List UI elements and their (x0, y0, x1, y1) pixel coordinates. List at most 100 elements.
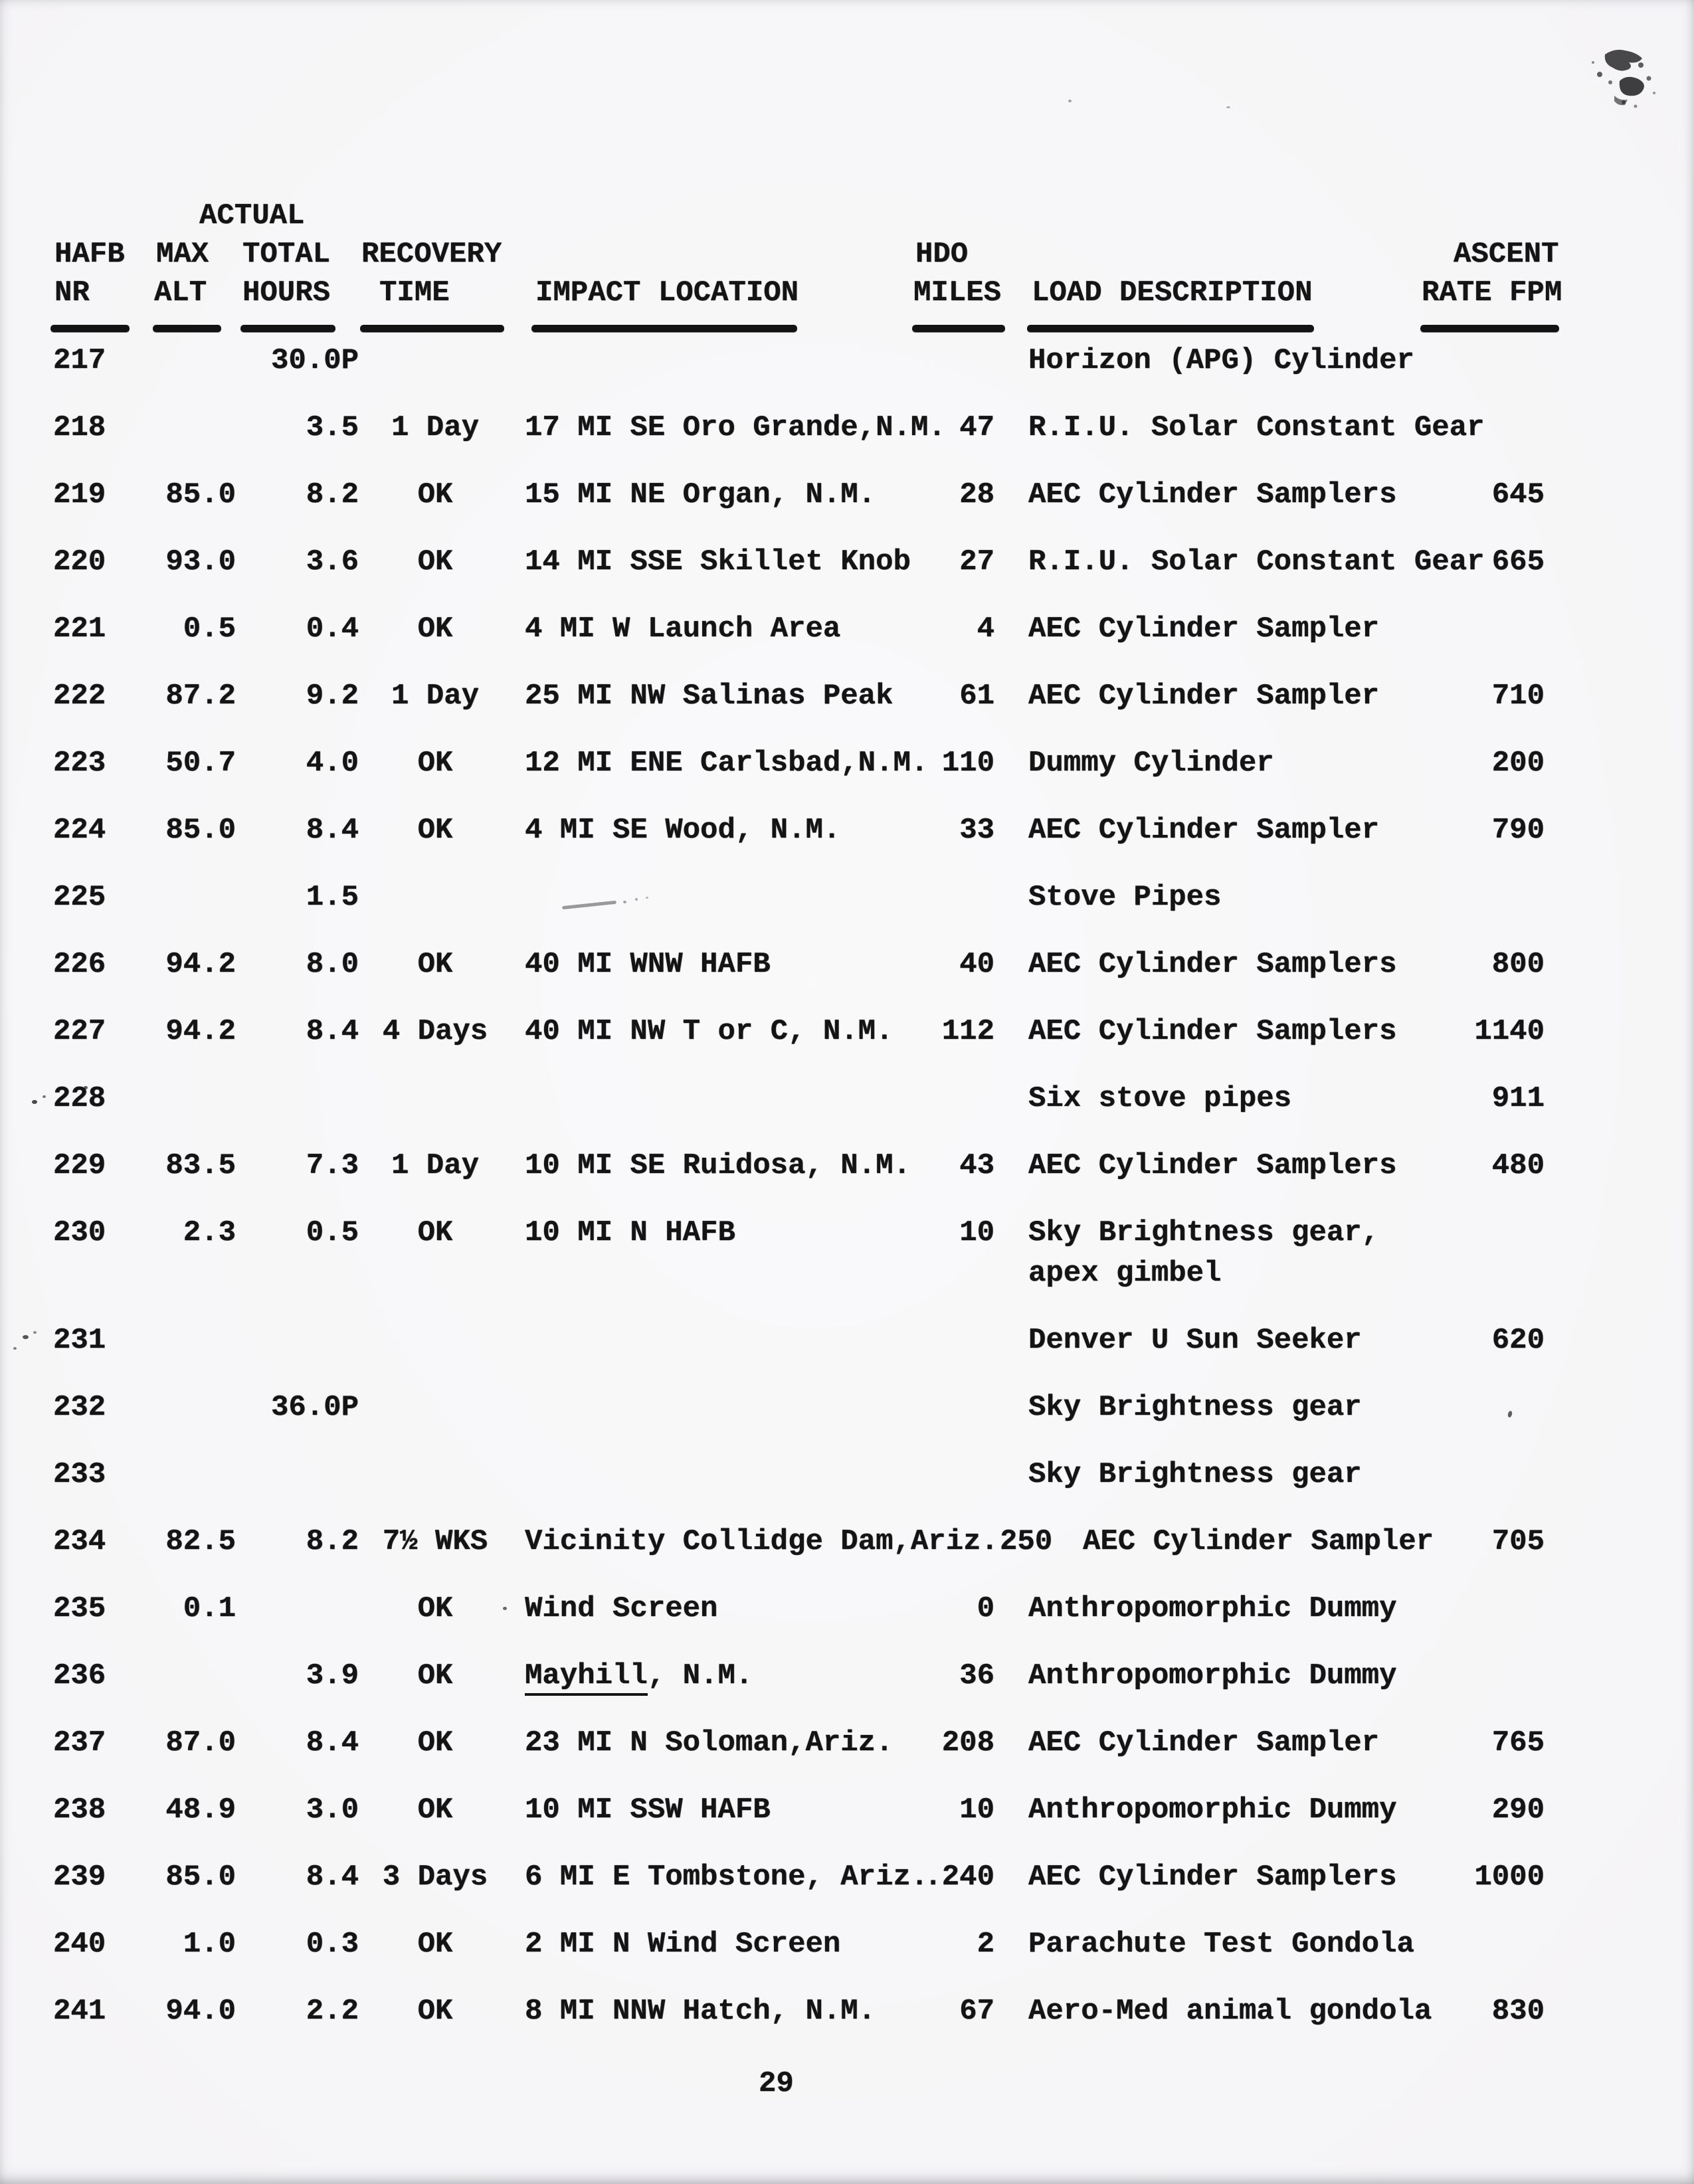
cell-total-hours: 30.0P (270, 344, 359, 377)
cell-max-alt: 93.0 (165, 545, 236, 579)
paper-speck (84, 1086, 88, 1089)
cell-load-description: R.I.U. Solar Constant Gear (1028, 411, 1485, 444)
paper-speck (32, 1100, 37, 1104)
col-header-hafb: HAFB (54, 238, 125, 271)
cell-total-hours: 4.0 (306, 747, 359, 780)
cell-load-description: AEC Cylinder Sampler (1028, 1726, 1380, 1760)
cell-total-hours: 8.2 (306, 478, 359, 511)
cell-total-hours: 9.2 (306, 680, 359, 713)
table-row: 219 85.0 8.2 OK 15 MI NE Organ, N.M. 28 AEC Cy… (0, 478, 1694, 545)
cell-total-hours: 3.0 (306, 1793, 359, 1827)
cell-hdo-miles: 36 (959, 1659, 994, 1692)
table-row: 224 85.0 8.4 OK 4 MI SE Wood, N.M. 33 AEC Cyli… (0, 814, 1694, 881)
col-header-max: MAX (156, 238, 209, 271)
cell-load-description: Sky Brightness gear (1028, 1391, 1362, 1424)
cell-hdo-miles: 43 (959, 1149, 994, 1182)
cell-max-alt: 85.0 (165, 814, 236, 847)
cell-recovery-time: OK (417, 1659, 453, 1692)
table-row: 229 83.5 7.3 1 Day 10 MI SE Ruidosa, N.M. 43 A… (0, 1149, 1694, 1216)
cell-impact-location: Mayhill, N.M. (525, 1659, 990, 1696)
table-row: 221 0.5 0.4 OK 4 MI W Launch Area 4 AEC Cylind… (0, 612, 1694, 680)
cell-max-alt: 87.2 (165, 680, 236, 713)
cell-hafb-nr: 231 (53, 1324, 106, 1357)
cell-load-description: AEC Cylinder Samplers (1028, 948, 1397, 981)
cell-total-hours: 2.2 (306, 1995, 359, 2028)
cell-load-description: AEC Cylinder Sampler (1028, 612, 1380, 646)
col-header-hours: HOURS (242, 276, 331, 310)
column-underline (1027, 325, 1314, 332)
col-header-recovery: RECOVERY (361, 238, 502, 271)
cell-load-description: AEC Cylinder Samplers (1028, 478, 1397, 511)
column-underline (240, 325, 335, 332)
flight-record-table: 217 30.0P Horizon (APG) Cylinder 218 3.5 1 Da… (0, 344, 1694, 2062)
cell-recovery-time: 7½ WKS (382, 1525, 488, 1558)
table-row: 230 2.3 0.5 OK 10 MI N HAFB 10 Sky Brightness … (0, 1216, 1694, 1324)
cell-total-hours: 3.6 (306, 545, 359, 579)
table-row: 238 48.9 3.0 OK 10 MI SSW HAFB 10 Anthropomorp… (0, 1793, 1694, 1861)
cell-recovery-time: OK (417, 612, 453, 646)
cell-impact-location: 6 MI E Tombstone, Ariz. (525, 1861, 929, 1894)
cell-recovery-time: OK (417, 478, 453, 511)
paper-speck (13, 1347, 17, 1350)
cell-max-alt: 0.1 (183, 1592, 236, 1625)
column-underline (50, 325, 130, 332)
pencil-mark (623, 901, 626, 903)
paper-speck (43, 1095, 46, 1098)
cell-load-description: AEC Cylinder Samplers (1028, 1149, 1397, 1182)
cell-recovery-time: 1 Day (391, 411, 480, 444)
cell-load-description: Anthropomorphic Dummy (1028, 1659, 1397, 1692)
cell-load-description: Six stove pipes (1028, 1082, 1292, 1115)
cell-total-hours: 0.3 (306, 1928, 359, 1961)
cell-impact-location: 4 MI W Launch Area (525, 612, 841, 646)
col-header-ascent: ASCENT (1454, 238, 1559, 271)
table-row: 237 87.0 8.4 OK 23 MI N Soloman,Ariz. 208 AEC … (0, 1726, 1694, 1793)
table-row: 223 50.7 4.0 OK 12 MI ENE Carlsbad,N.M. 110 Du… (0, 747, 1694, 814)
cell-max-alt: 50.7 (165, 747, 236, 780)
cell-hdo-miles: 47 (959, 411, 994, 444)
column-underline (153, 325, 221, 332)
cell-hafb-nr: 237 (53, 1726, 106, 1760)
cell-total-hours: 8.4 (306, 814, 359, 847)
cell-hafb-nr: 229 (53, 1149, 106, 1182)
cell-hafb-nr: 228 (53, 1082, 106, 1115)
cell-recovery-time: OK (417, 1928, 453, 1961)
cell-max-alt: 48.9 (165, 1793, 236, 1827)
cell-load-description: Dummy Cylinder (1028, 747, 1274, 780)
cell-recovery-time: OK (417, 1995, 453, 2028)
cell-hdo-miles: .240 (924, 1861, 994, 1894)
cell-ascent-rate: 480 (1491, 1149, 1545, 1182)
cell-impact-location: 10 MI N HAFB (525, 1216, 735, 1249)
cell-impact-location: 10 MI SE Ruidosa, N.M. (525, 1149, 911, 1182)
cell-hafb-nr: 221 (53, 612, 106, 646)
cell-impact-location: 2 MI N Wind Screen (525, 1928, 841, 1961)
cell-hafb-nr: 239 (53, 1861, 106, 1894)
cell-hdo-miles: 33 (959, 814, 994, 847)
cell-recovery-time: 4 Days (382, 1015, 488, 1048)
cell-hafb-nr: 235 (53, 1592, 106, 1625)
cell-recovery-time: OK (417, 1726, 453, 1760)
table-row: 227 94.2 8.4 4 Days 40 MI NW T or C, N.M. 112… (0, 1015, 1694, 1082)
cell-impact-location: 10 MI SSW HAFB (525, 1793, 771, 1827)
cell-ascent-rate: 765 (1491, 1726, 1545, 1760)
cell-hafb-nr: 234 (53, 1525, 106, 1558)
cell-recovery-time: OK (417, 545, 453, 579)
cell-recovery-time: 1 Day (391, 1149, 480, 1182)
cell-total-hours: 8.4 (306, 1861, 359, 1894)
column-underline (531, 325, 797, 332)
cell-recovery-time: OK (417, 1216, 453, 1249)
paper-speck (503, 1607, 507, 1610)
cell-load-description: AEC Cylinder Samplers (1028, 1015, 1397, 1048)
table-row: 232 36.0P Sky Brightness gear (0, 1391, 1694, 1458)
cell-impact-location: 40 MI WNW HAFB (525, 948, 771, 981)
cell-total-hours: 0.5 (306, 1216, 359, 1249)
cell-total-hours: 3.9 (306, 1659, 359, 1692)
ink-smudge-artifact (1580, 40, 1666, 123)
paper-speck (1226, 106, 1230, 108)
table-row: 235 0.1 OK Wind Screen 0 Anthropomorphic Dumm… (0, 1592, 1694, 1659)
pencil-mark (646, 897, 648, 899)
cell-hafb-nr: 217 (53, 344, 106, 377)
cell-recovery-time: OK (417, 948, 453, 981)
cell-impact-location: Wind Screen (525, 1592, 718, 1625)
cell-max-alt: 94.2 (165, 1015, 236, 1048)
cell-max-alt: 2.3 (183, 1216, 236, 1249)
